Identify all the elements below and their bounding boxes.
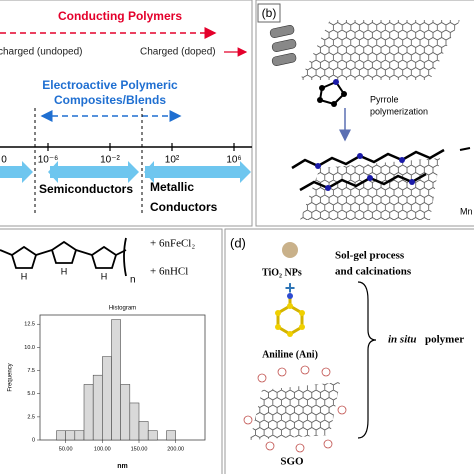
panel-d: (d) TiO₂ NPs Sol-gel process and calcina…	[230, 235, 464, 467]
label-box	[257, 3, 281, 23]
composites-line1: Electroactive Polymeric	[42, 78, 178, 92]
nh-label: H	[21, 271, 28, 281]
aniline-molecule	[275, 293, 305, 337]
method-italic: in situ	[388, 334, 416, 346]
aniline-label: Aniline (Ani)	[262, 349, 318, 360]
y-tick-label: 12.5	[24, 322, 35, 328]
hist-bar	[111, 319, 121, 441]
scale-label: 10⁻⁶	[38, 155, 59, 166]
scale-label: 10²	[165, 155, 180, 166]
hist-bar	[56, 430, 66, 441]
nitrogen-atoms	[315, 153, 415, 191]
polymer-chain	[299, 172, 427, 192]
doped-label: Charged (doped)	[140, 47, 216, 58]
step-line1: Pyrrole	[370, 94, 399, 104]
tio2-label: TiO₂ NPs	[262, 267, 302, 278]
conducting-title: Conducting Polymers	[58, 9, 182, 23]
step-line2: polymerization	[370, 106, 428, 116]
undoped-label: charged (undoped)	[0, 47, 83, 58]
hist-bar	[147, 430, 158, 441]
cropped-label: Mn	[460, 206, 473, 216]
nanotubes	[269, 25, 297, 66]
hist-bar	[129, 402, 140, 441]
repeat-n: n	[130, 275, 136, 286]
hist-bar	[83, 384, 94, 441]
x-tick-label: 50.00	[59, 446, 73, 452]
hist-bar	[138, 421, 149, 441]
graphene-sheet	[300, 158, 440, 220]
graphene-sheet	[300, 20, 460, 80]
x-tick-label: 200.00	[167, 446, 184, 452]
hist-bar	[74, 430, 85, 441]
polypyrrole-structure	[0, 237, 127, 277]
scale-ticks	[47, 143, 235, 151]
plus: +	[285, 278, 296, 298]
y-tick-label: 10.0	[24, 345, 35, 351]
pyrrole	[317, 79, 347, 107]
hist-bar	[102, 356, 112, 441]
x-tick-label: 150.00	[131, 446, 148, 452]
sgo-groups	[243, 365, 347, 453]
y-axis-label: Frequency	[8, 363, 14, 391]
process-line1: Sol-gel process	[335, 250, 405, 262]
composites-line2: Composites/Blends	[54, 93, 166, 107]
y-tick-label: 5.0	[27, 391, 35, 397]
panel-label: (d)	[230, 235, 246, 250]
histogram: Histogram Frequency nm 0 2.5 5.0 7.5 10.0 12.5 50…	[8, 306, 206, 470]
scale-label: 10⁶	[226, 155, 241, 166]
y-tick-label: 7.5	[27, 368, 35, 374]
panel-a: Conducting Polymers charged (undoped) Ch…	[0, 9, 252, 215]
panel-label: (b)	[262, 6, 277, 20]
nh-label: H	[101, 271, 108, 281]
process-line2: and calcinations	[335, 266, 412, 278]
x-tick-label: 100.00	[94, 446, 111, 452]
hist-bar	[166, 430, 176, 441]
hist-bar	[120, 384, 131, 441]
range-arrows	[0, 161, 251, 183]
scale-label: 10⁻²	[100, 155, 120, 166]
panel-c: H H H n + 6nFeCl₂ + 6nHCl Histogram Frequ…	[0, 237, 206, 470]
hist-title: Histogram	[109, 306, 136, 312]
scale-label: 0	[1, 155, 7, 166]
brace	[357, 281, 377, 439]
reagent: + 6nFeCl₂	[150, 238, 195, 250]
hist-bar	[65, 430, 76, 441]
y-tick-label: 0	[32, 437, 35, 443]
nh-label: H	[61, 266, 68, 276]
metallic-line1: Metallic	[150, 180, 194, 194]
semiconductors: Semiconductors	[39, 182, 133, 196]
y-tick-label: 2.5	[27, 414, 35, 420]
method-bold: polymer	[425, 334, 464, 346]
hist-bar	[92, 374, 103, 441]
byproduct: + 6nHCl	[150, 266, 188, 278]
fragment	[459, 147, 471, 151]
sgo-label: SGO	[280, 456, 304, 468]
x-axis-label: nm	[117, 463, 128, 470]
sgo-sheet	[250, 382, 340, 440]
metallic-line2: Conductors	[150, 200, 218, 214]
tio2-particle	[282, 242, 298, 258]
panel-b: (b) Pyrrole polymerization Mn	[257, 3, 473, 220]
